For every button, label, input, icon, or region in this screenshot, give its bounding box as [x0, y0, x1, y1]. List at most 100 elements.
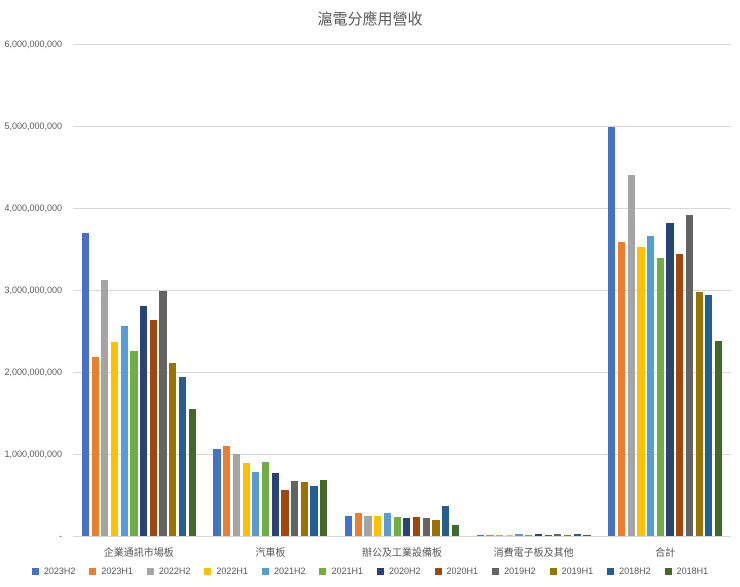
bar-2020H2 [534, 534, 543, 536]
y-tick-label: - [59, 531, 62, 541]
legend-swatch-icon [492, 567, 500, 575]
bar-2020H1 [149, 320, 157, 536]
bar-2018H2 [573, 534, 581, 536]
gridline [73, 454, 731, 455]
legend-swatch-icon [31, 567, 39, 575]
legend-item: 2023H2 [31, 566, 75, 576]
legend-label: 2020H1 [446, 566, 479, 576]
bar-2021H1 [525, 534, 533, 536]
bar-2019H2 [554, 534, 562, 536]
x-tick-label: 汽車板 [255, 548, 286, 559]
x-tick-label: 合計 [655, 548, 676, 559]
bar-2021H2 [383, 513, 392, 536]
y-tick-label: 6,000,000,000 [4, 39, 62, 49]
legend-item: 2020H2 [377, 566, 421, 576]
legend-label: 2022H1 [216, 566, 248, 576]
legend-item: 2023H1 [89, 566, 133, 576]
legend-swatch-icon [319, 567, 327, 575]
bar-2022H1 [637, 246, 645, 536]
legend-item: 2019H1 [549, 566, 594, 576]
legend-item: 2021H2 [261, 566, 306, 576]
legend: 2023H2 2023H1 2022H2 2022H1 2021H2 2021H1 2020… [0, 566, 740, 576]
bar-2021H2 [120, 326, 128, 536]
bar-2019H1 [563, 534, 572, 536]
bar-2023H2 [608, 126, 616, 536]
legend-label: 2019H2 [504, 566, 536, 576]
bar-2023H1 [223, 445, 231, 536]
legend-label: 2018H1 [676, 566, 709, 576]
bar-2023H2 [81, 232, 90, 536]
bar-2021H2 [515, 534, 523, 536]
gridline [73, 44, 731, 45]
bar-2018H1 [451, 524, 459, 536]
legend-item: 2018H1 [664, 566, 709, 576]
bar-2018H1 [188, 408, 196, 536]
legend-label: 2018H2 [619, 566, 651, 576]
bar-2018H1 [714, 340, 723, 536]
bar-2022H1 [110, 341, 119, 536]
legend-label: 2021H1 [331, 566, 363, 576]
bar-2021H1 [393, 517, 401, 536]
legend-item: 2022H2 [146, 566, 191, 576]
y-tick-label: 2,000,000,000 [4, 367, 62, 377]
bar-2020H2 [403, 517, 411, 536]
bar-2020H1 [544, 534, 552, 536]
bar-2020H1 [676, 253, 684, 536]
gridline [73, 536, 731, 537]
x-tick-label: 辦公及工業設備板 [362, 548, 442, 559]
legend-label: 2019H1 [561, 566, 594, 576]
bar-2023H1 [617, 242, 626, 536]
x-tick-label: 企業通訊市場板 [103, 548, 174, 559]
legend-label: 2022H2 [158, 566, 191, 576]
gridline [73, 372, 731, 373]
legend-swatch-icon [261, 567, 269, 575]
y-tick-label: 4,000,000,000 [4, 203, 62, 213]
y-tick-label: 5,000,000,000 [4, 121, 62, 131]
bar-2022H2 [627, 175, 635, 536]
bar-2018H2 [442, 505, 450, 536]
bar-2019H2 [159, 290, 167, 536]
bar-2022H1 [242, 463, 250, 536]
bar-2022H2 [232, 454, 241, 536]
bar-2019H1 [432, 520, 440, 536]
legend-item: 2021H1 [319, 566, 363, 576]
legend-item: 2018H2 [607, 566, 651, 576]
legend-swatch-icon [434, 567, 442, 575]
gridline [73, 208, 731, 209]
legend-label: 2021H2 [273, 566, 306, 576]
bar-2023H2 [213, 449, 221, 536]
bar-2018H2 [178, 376, 187, 536]
legend-swatch-icon [377, 567, 384, 575]
chart-title: 滬電分應用營收 [317, 10, 423, 28]
gridline [73, 126, 731, 127]
bar-2020H1 [412, 517, 421, 536]
bar-2020H2 [140, 306, 148, 536]
bar-2022H1 [505, 534, 513, 536]
legend-swatch-icon [204, 567, 212, 575]
legend-swatch-icon [549, 567, 557, 575]
bar-2019H1 [169, 362, 177, 536]
bar-2021H1 [261, 462, 270, 536]
bar-2023H1 [486, 535, 494, 536]
bar-2023H2 [345, 516, 353, 536]
bar-2019H1 [300, 481, 308, 536]
legend-swatch-icon [664, 567, 672, 575]
x-tick-label: 消費電子板及其他 [493, 548, 574, 559]
legend-swatch-icon [89, 567, 97, 575]
bar-2018H1 [583, 535, 591, 536]
bar-2022H2 [101, 280, 109, 536]
legend-item: 2020H1 [434, 566, 479, 576]
bar-2018H2 [705, 294, 713, 536]
legend-label: 2023H1 [101, 566, 133, 576]
legend-item: 2022H1 [204, 566, 248, 576]
bar-2019H2 [422, 517, 430, 536]
bar-2022H2 [364, 516, 372, 536]
bar-2023H1 [354, 513, 362, 536]
gridline [73, 290, 731, 291]
bar-2023H1 [91, 357, 99, 536]
bar-2021H1 [130, 350, 138, 536]
bar-2022H1 [374, 515, 382, 536]
bar-2020H2 [271, 472, 279, 536]
bar-2021H1 [656, 258, 664, 536]
